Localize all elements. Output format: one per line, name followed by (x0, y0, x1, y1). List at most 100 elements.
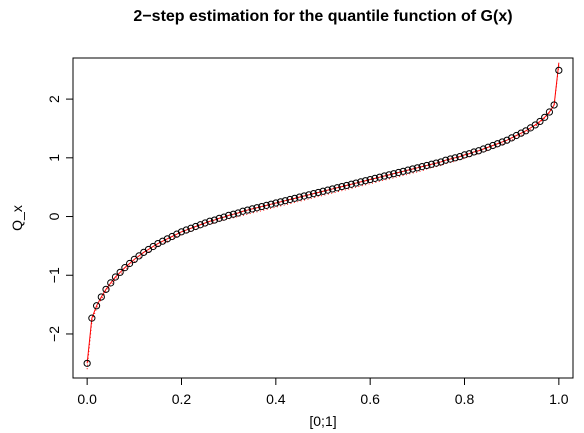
data-point (352, 179, 360, 187)
data-point (97, 293, 105, 301)
data-point (126, 259, 134, 268)
data-point (234, 209, 242, 217)
data-point (380, 172, 388, 180)
x-tick-label: 0.2 (172, 391, 192, 407)
data-point (541, 113, 549, 121)
x-tick-label: 0.8 (455, 391, 475, 407)
data-point (121, 264, 129, 272)
data-point (229, 210, 237, 218)
data-point (281, 197, 289, 205)
data-point (550, 101, 558, 109)
solid-series-line (86, 62, 560, 364)
data-point (177, 228, 186, 236)
data-point (272, 199, 280, 207)
y-tick-label: −2 (46, 326, 62, 342)
data-point (475, 147, 483, 155)
data-point (92, 302, 101, 310)
data-point (201, 219, 209, 227)
data-point (399, 167, 407, 175)
data-point (309, 190, 318, 198)
y-axis-label: Q_x (9, 205, 25, 231)
data-point (489, 141, 497, 150)
data-point (102, 285, 110, 293)
data-point (267, 200, 275, 208)
series-layer (83, 62, 563, 370)
data-point (427, 160, 436, 168)
data-point (253, 204, 261, 212)
data-point (366, 175, 374, 184)
x-axis-label: [0;1] (309, 413, 336, 429)
y-tick-label: 2 (46, 95, 62, 103)
data-point (248, 205, 256, 213)
x-tick-label: 0.6 (360, 391, 380, 407)
data-point (295, 193, 304, 201)
data-point (465, 150, 473, 158)
y-tick-label: 1 (46, 154, 62, 162)
data-point (376, 173, 384, 181)
data-point (536, 117, 544, 126)
data-point (347, 180, 355, 188)
data-point (361, 177, 370, 185)
data-point (404, 166, 412, 174)
chart-title: 2−step estimation for the quantile funct… (133, 8, 512, 25)
data-point (371, 174, 379, 182)
data-point (314, 188, 322, 197)
data-point (111, 273, 120, 281)
data-point (442, 156, 450, 164)
data-point (116, 268, 124, 276)
data-point (243, 206, 252, 214)
data-point (324, 186, 332, 194)
data-point (342, 181, 351, 190)
x-tick-label: 0.4 (266, 391, 286, 407)
data-point (451, 154, 459, 162)
x-tick-label: 1.0 (549, 391, 569, 407)
data-point (130, 255, 138, 263)
data-point (413, 164, 421, 172)
data-point (239, 207, 247, 215)
data-point (460, 151, 469, 159)
data-point (545, 108, 554, 116)
data-point (328, 185, 337, 193)
data-point (206, 217, 214, 225)
data-point (215, 214, 223, 222)
data-point (338, 182, 346, 191)
data-point (182, 226, 190, 234)
data-point (276, 198, 285, 206)
data-point (456, 153, 464, 161)
x-tick-label: 0.0 (77, 391, 97, 407)
data-point (484, 143, 492, 151)
data-point (286, 195, 294, 204)
data-point (225, 211, 233, 219)
data-point (498, 138, 506, 146)
data-point (210, 216, 219, 224)
data-point (258, 202, 266, 211)
data-point (196, 221, 204, 229)
data-point (88, 314, 96, 322)
data-point (423, 161, 431, 170)
data-point (531, 121, 539, 129)
data-point (187, 224, 195, 232)
data-point (418, 163, 426, 171)
data-point (385, 171, 393, 179)
data-point (135, 252, 143, 260)
data-point (432, 159, 440, 167)
data-point (262, 201, 270, 209)
data-point (333, 184, 341, 192)
data-point (83, 359, 91, 367)
data-point (319, 187, 327, 195)
x-axis: 0.0 0.2 0.4 0.6 0.8 1.0 (77, 378, 569, 407)
dotted-series-line (86, 64, 560, 370)
data-point (291, 194, 299, 202)
data-point (305, 191, 313, 199)
y-tick-label: 0 (46, 212, 62, 220)
y-tick-label: −1 (46, 267, 62, 283)
y-axis: −2 −1 0 1 2 (46, 95, 73, 342)
data-point (220, 213, 228, 221)
data-point (390, 170, 398, 178)
data-point (555, 66, 563, 74)
data-point (192, 222, 200, 231)
data-point (470, 148, 478, 156)
data-point (493, 140, 502, 148)
data-point (357, 178, 365, 186)
